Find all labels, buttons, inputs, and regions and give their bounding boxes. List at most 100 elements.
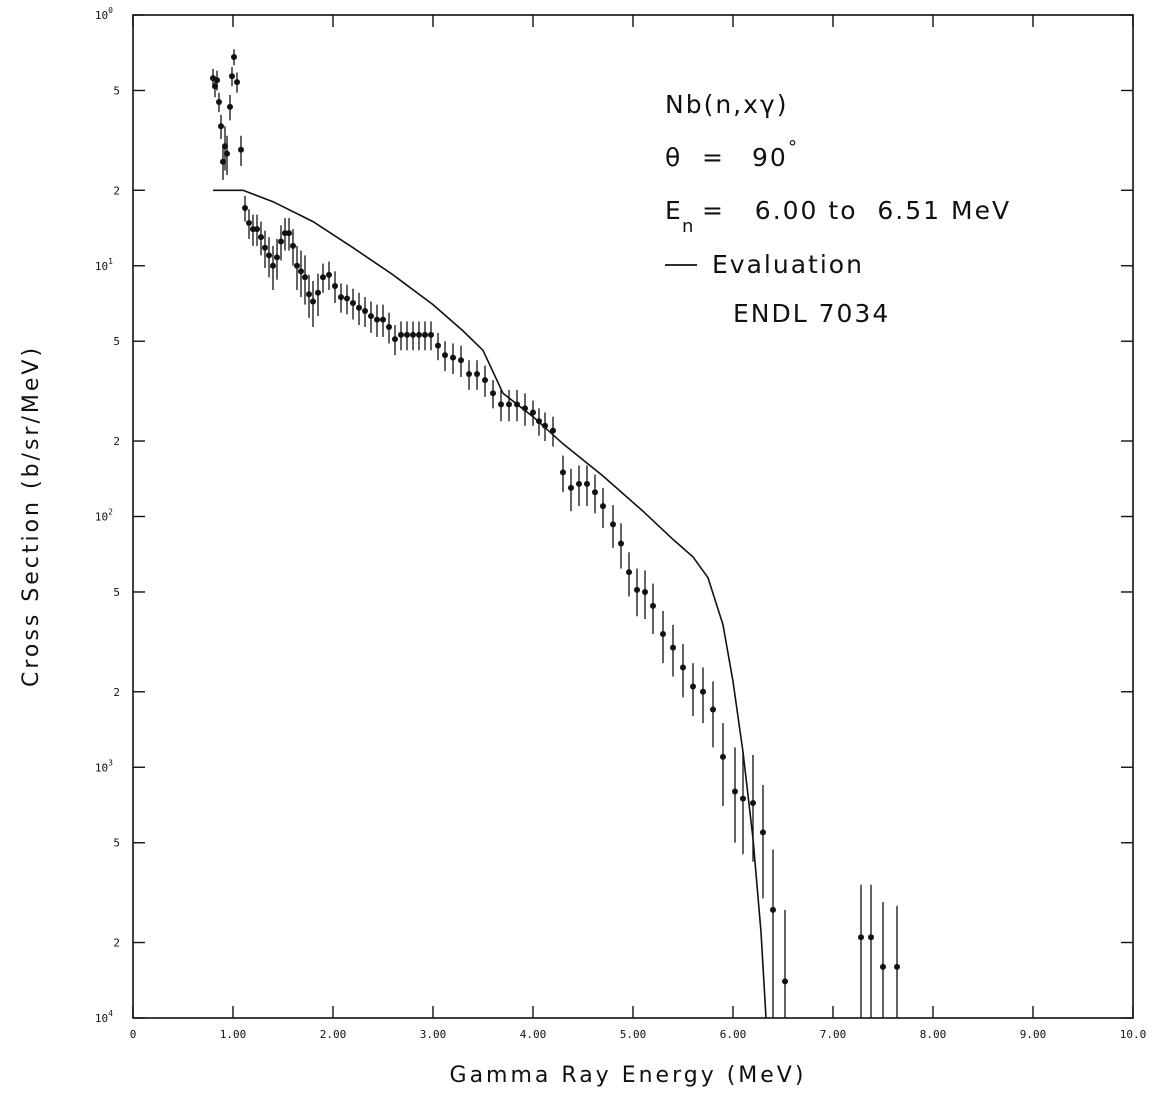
- data-point: [458, 357, 464, 364]
- energy-subscript: n: [682, 216, 693, 237]
- evaluation-curve: [213, 189, 767, 1019]
- x-tick-label: 3.00: [420, 1028, 447, 1041]
- y-tick-label: 2: [113, 435, 120, 448]
- x-tick-label: 4.00: [520, 1028, 547, 1041]
- data-point: [238, 146, 244, 153]
- data-point: [880, 963, 886, 970]
- data-point: [362, 307, 368, 314]
- data-point: [428, 331, 434, 338]
- data-point: [740, 795, 746, 802]
- data-point: [422, 331, 428, 338]
- data-point: [568, 484, 574, 491]
- data-point: [298, 268, 304, 275]
- data-point: [498, 401, 504, 408]
- y-tick-label: 2: [113, 937, 120, 950]
- data-point: [234, 79, 240, 86]
- data-point: [536, 418, 542, 425]
- data-point: [700, 688, 706, 695]
- data-point: [404, 331, 410, 338]
- data-point: [466, 371, 472, 378]
- measured-series: [210, 49, 900, 1018]
- evaluation-series: [213, 189, 767, 1019]
- x-tick-label: 2.00: [320, 1028, 347, 1041]
- y-tick-label: 5: [113, 335, 120, 348]
- data-point: [618, 540, 624, 547]
- data-point: [750, 800, 756, 807]
- data-point: [626, 569, 632, 576]
- data-point: [770, 906, 776, 913]
- data-point: [315, 289, 321, 296]
- data-point: [398, 331, 404, 338]
- data-point: [262, 244, 268, 251]
- data-point: [270, 262, 276, 269]
- x-tick-label: 0: [130, 1028, 137, 1041]
- energy-symbol: E: [665, 196, 683, 225]
- y-tick-label: 102: [95, 508, 113, 524]
- data-point: [482, 377, 488, 384]
- x-tick-label: 10.0: [1120, 1028, 1147, 1041]
- data-point: [338, 294, 344, 301]
- data-point: [435, 342, 441, 349]
- data-point: [242, 204, 248, 211]
- data-point: [710, 706, 716, 713]
- plot-frame: [132, 14, 1134, 1019]
- data-point: [642, 588, 648, 595]
- data-point: [760, 829, 766, 836]
- data-point: [350, 300, 356, 307]
- x-tick-label: 1.00: [220, 1028, 247, 1041]
- x-tick-label: 7.00: [820, 1028, 847, 1041]
- data-point: [254, 226, 260, 233]
- data-point: [690, 683, 696, 690]
- y-tick-label: 103: [95, 758, 113, 774]
- y-tick-label: 5: [113, 837, 120, 850]
- data-point: [600, 503, 606, 510]
- angle-unit: °: [788, 137, 797, 158]
- x-tick-label: 6.00: [720, 1028, 747, 1041]
- data-point: [326, 271, 332, 278]
- data-point: [610, 521, 616, 528]
- data-point: [522, 405, 528, 412]
- data-point: [302, 274, 308, 281]
- data-point: [218, 123, 224, 130]
- data-point: [474, 371, 480, 378]
- data-point: [368, 313, 374, 320]
- y-tick-label: 2: [113, 686, 120, 699]
- data-point: [670, 644, 676, 651]
- data-point: [216, 98, 222, 105]
- data-point: [542, 422, 548, 429]
- y-tick-label: 5: [113, 84, 120, 97]
- x-tick-label: 9.00: [1020, 1028, 1047, 1041]
- angle-value: 90: [752, 143, 788, 172]
- data-point: [286, 230, 292, 237]
- data-point: [306, 291, 312, 298]
- x-axis-title: Gamma Ray Energy (MeV): [450, 1063, 807, 1088]
- data-point: [550, 427, 556, 434]
- data-point: [392, 336, 398, 343]
- data-point: [229, 73, 235, 80]
- data-point: [660, 630, 666, 637]
- data-point: [246, 220, 252, 227]
- data-point: [592, 489, 598, 496]
- data-point: [868, 934, 874, 941]
- data-point: [278, 238, 284, 245]
- data-point: [450, 354, 456, 361]
- data-point: [650, 602, 656, 609]
- x-tick-label: 8.00: [920, 1028, 947, 1041]
- data-point: [782, 978, 788, 985]
- data-point: [560, 469, 566, 476]
- data-point: [442, 352, 448, 359]
- y-tick-label: 104: [95, 1009, 113, 1025]
- data-point: [344, 295, 350, 302]
- data-point: [227, 103, 233, 110]
- data-point: [258, 234, 264, 241]
- angle-symbol: θ: [665, 143, 682, 172]
- data-point: [356, 304, 362, 311]
- data-point: [320, 274, 326, 281]
- legend-label: Evaluation: [712, 250, 864, 279]
- data-point: [634, 586, 640, 593]
- data-point: [576, 480, 582, 487]
- y-tick-label: 100: [95, 6, 113, 22]
- y-tick-label: 5: [113, 586, 120, 599]
- data-point: [490, 390, 496, 397]
